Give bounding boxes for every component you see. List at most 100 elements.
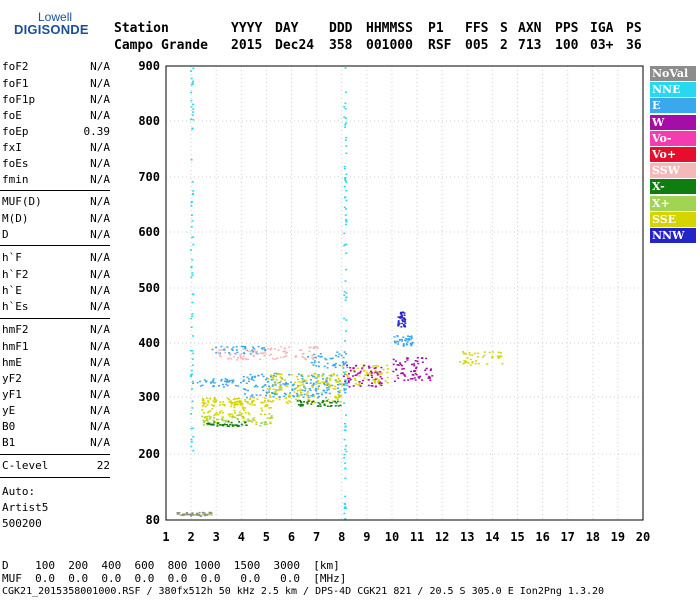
data-point <box>380 373 383 375</box>
data-point <box>334 385 337 388</box>
data-point <box>344 177 347 179</box>
data-point <box>411 342 414 345</box>
data-point <box>203 412 205 414</box>
data-point <box>344 425 347 428</box>
data-point <box>239 404 242 406</box>
data-point <box>321 381 324 383</box>
param-row: fmin N/A <box>2 173 110 189</box>
data-point <box>311 374 313 377</box>
data-point <box>294 355 297 358</box>
data-point <box>309 382 312 384</box>
data-point <box>366 379 369 381</box>
data-point <box>251 400 254 403</box>
data-point <box>361 367 364 369</box>
data-point <box>342 367 345 369</box>
data-point <box>402 343 405 345</box>
data-point <box>190 413 193 415</box>
data-point <box>307 375 310 377</box>
data-point <box>241 415 243 417</box>
data-point <box>270 415 273 417</box>
data-point <box>326 384 329 386</box>
data-point <box>208 418 211 420</box>
data-point <box>403 379 406 381</box>
data-point <box>400 372 403 375</box>
data-point <box>417 362 420 365</box>
data-point <box>284 385 287 387</box>
data-point <box>403 374 406 376</box>
data-point <box>313 345 316 348</box>
data-point <box>199 380 202 383</box>
data-point <box>244 389 247 391</box>
data-point <box>345 414 348 416</box>
param-name: foE <box>2 109 22 122</box>
data-point <box>307 390 310 393</box>
data-point <box>253 376 256 378</box>
data-point <box>251 421 254 423</box>
data-point <box>217 418 220 421</box>
y-tick-label: 700 <box>138 170 160 184</box>
data-point <box>344 382 347 384</box>
param-value: N/A <box>90 356 110 369</box>
data-point <box>296 394 299 396</box>
data-point <box>365 371 368 374</box>
data-point <box>403 312 406 314</box>
data-point <box>348 373 350 375</box>
data-point <box>234 384 237 387</box>
data-point <box>192 335 195 337</box>
data-point <box>343 206 346 209</box>
data-point <box>190 375 192 378</box>
data-point <box>343 389 346 391</box>
data-point <box>261 402 264 404</box>
data-point <box>312 364 315 366</box>
data-point <box>292 395 295 398</box>
data-point <box>243 352 246 355</box>
data-point <box>344 383 347 385</box>
data-point <box>288 374 291 376</box>
data-point <box>400 326 403 328</box>
hdr-s-value: 2 <box>500 38 508 53</box>
data-point <box>367 379 370 381</box>
data-point <box>181 513 184 516</box>
data-point <box>358 384 361 386</box>
data-point <box>190 118 193 121</box>
data-point <box>301 375 304 377</box>
data-point <box>343 116 346 118</box>
data-point <box>193 514 196 516</box>
param-row: foF1p N/A <box>2 93 110 109</box>
data-point <box>228 401 231 403</box>
data-point <box>231 415 234 417</box>
data-point <box>411 363 413 366</box>
param-row: foE N/A <box>2 109 110 125</box>
data-point <box>334 366 337 369</box>
data-point <box>344 379 347 381</box>
data-point <box>226 397 229 400</box>
param-name: hmF2 <box>2 323 29 336</box>
data-point <box>380 377 383 380</box>
x-tick-label: 17 <box>560 530 574 544</box>
data-point <box>244 412 247 414</box>
data-point <box>191 315 194 317</box>
data-point <box>344 117 347 119</box>
data-point <box>238 411 241 413</box>
legend-item-e: E <box>650 98 696 114</box>
hdr-year-value: 2015 <box>231 38 263 53</box>
data-point <box>326 367 329 369</box>
data-point <box>242 416 245 418</box>
data-point <box>367 373 370 375</box>
data-point <box>336 398 339 400</box>
data-point <box>419 375 422 378</box>
data-point <box>218 411 221 413</box>
data-point <box>369 372 371 374</box>
hdr-pps-value: 100 <box>555 38 579 53</box>
data-point <box>374 369 377 372</box>
data-point <box>191 272 194 274</box>
data-point <box>190 369 193 372</box>
param-name: yE <box>2 404 16 417</box>
data-point <box>410 335 413 337</box>
data-point <box>315 346 318 348</box>
data-point <box>241 402 244 405</box>
data-point <box>407 339 410 341</box>
param-row: h`F2 N/A <box>2 268 110 284</box>
data-point <box>397 377 400 379</box>
data-point <box>264 422 266 424</box>
